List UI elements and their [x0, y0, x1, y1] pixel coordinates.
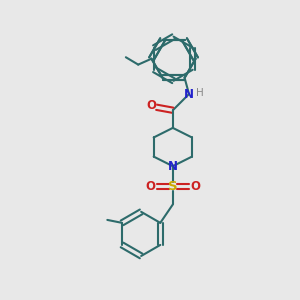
- Text: O: O: [190, 180, 200, 193]
- Text: N: N: [168, 160, 178, 173]
- Text: H: H: [196, 88, 204, 98]
- Text: N: N: [184, 88, 194, 100]
- Text: O: O: [146, 99, 156, 112]
- Text: S: S: [168, 180, 178, 193]
- Text: O: O: [146, 180, 156, 193]
